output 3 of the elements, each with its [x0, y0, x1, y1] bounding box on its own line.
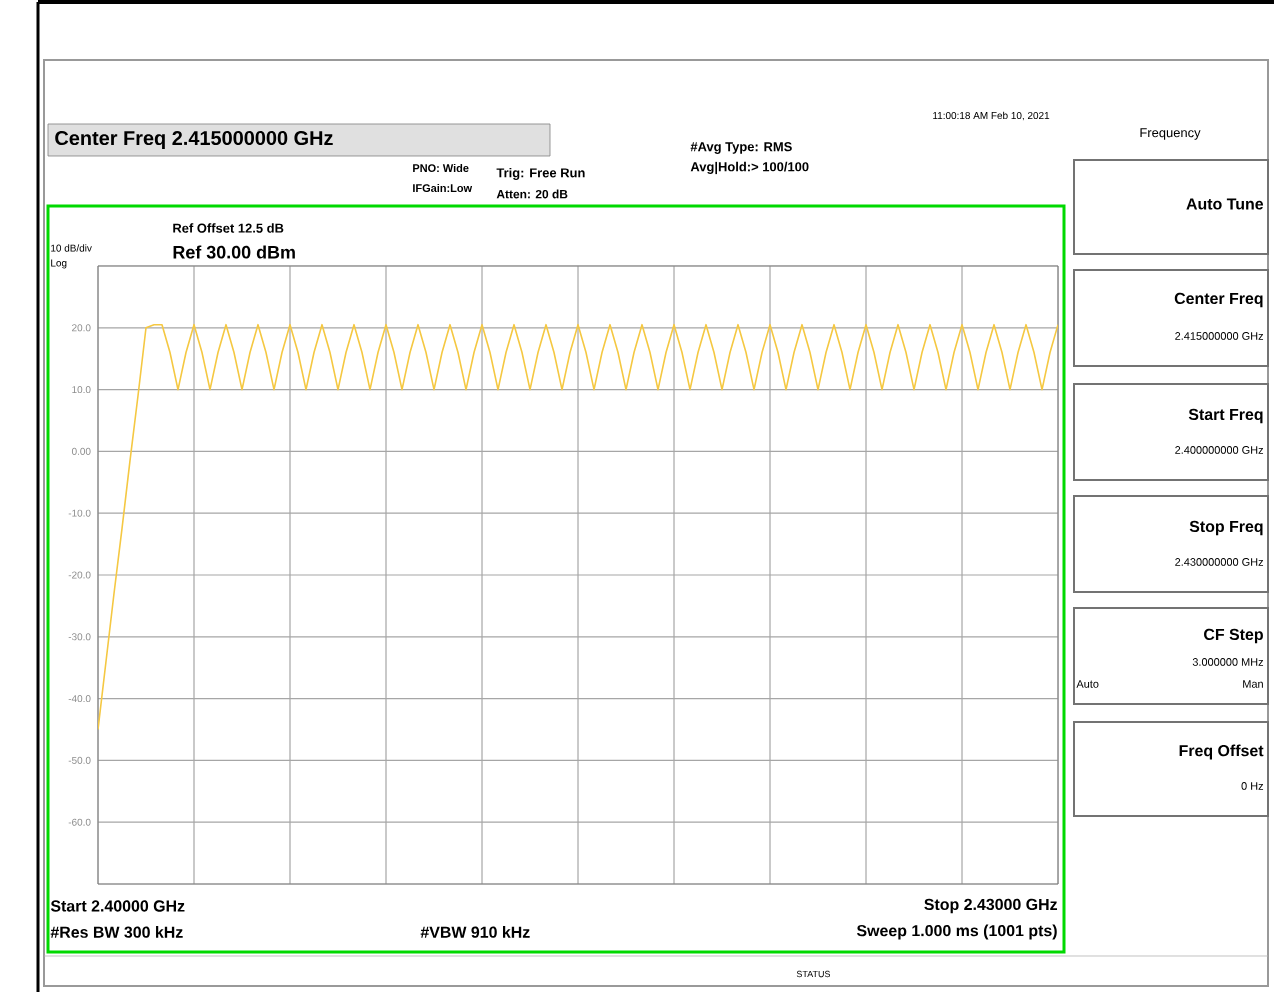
text: Ref 30.00 dBm: [173, 245, 295, 259]
line-series: [98, 323, 1059, 731]
chart-title: Center Freq 2.415000000 GHz: [55, 130, 333, 149]
